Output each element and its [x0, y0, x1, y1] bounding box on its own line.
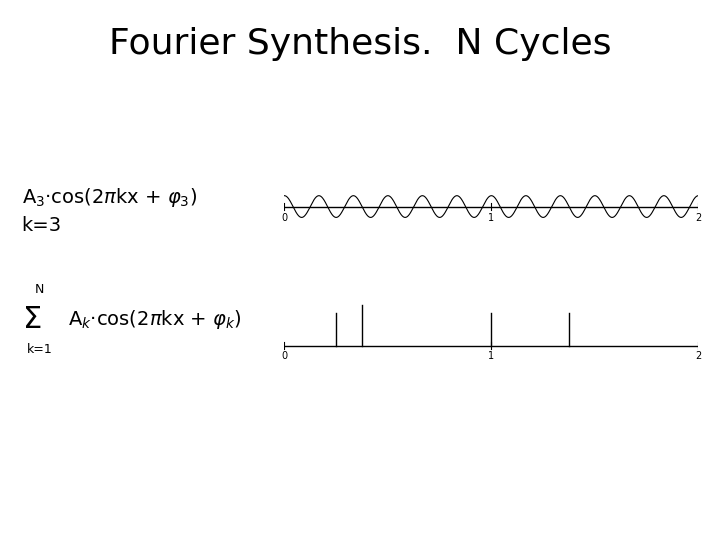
- Text: $\Sigma$: $\Sigma$: [22, 305, 41, 334]
- Text: k=3: k=3: [22, 215, 62, 235]
- Text: A$_3$·cos(2$\pi$kx + $\varphi_3$): A$_3$·cos(2$\pi$kx + $\varphi_3$): [22, 186, 197, 209]
- Text: 1: 1: [488, 213, 495, 223]
- Text: k=1: k=1: [27, 343, 53, 356]
- Text: 2: 2: [696, 213, 701, 223]
- Text: 1: 1: [488, 351, 495, 361]
- Text: 0: 0: [282, 213, 287, 223]
- Text: 0: 0: [282, 351, 287, 361]
- Text: N: N: [35, 284, 45, 296]
- Text: A$_k$·cos(2$\pi$kx + $\varphi_k$): A$_k$·cos(2$\pi$kx + $\varphi_k$): [68, 308, 242, 331]
- Text: Fourier Synthesis.  N Cycles: Fourier Synthesis. N Cycles: [109, 27, 611, 61]
- Text: 2: 2: [696, 351, 701, 361]
